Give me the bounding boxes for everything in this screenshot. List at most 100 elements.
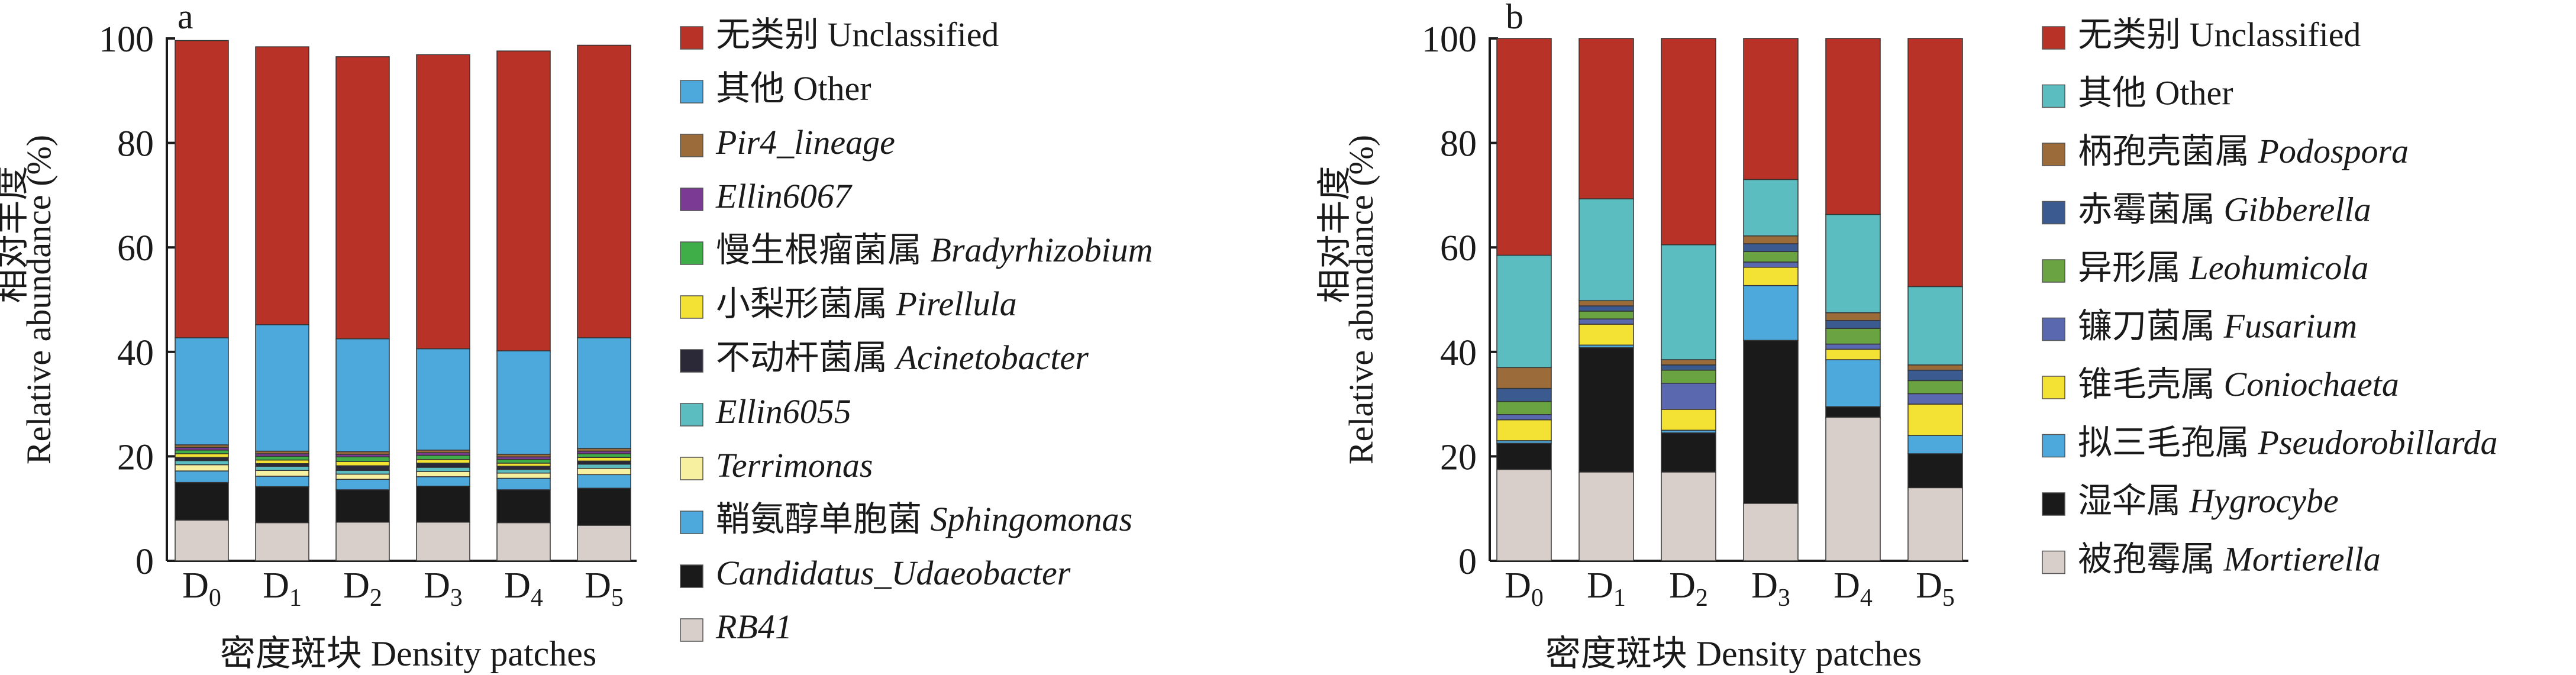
- legend-label-cn: 不动杆菌属: [716, 338, 896, 377]
- y-tick-label: 20: [1440, 437, 1477, 477]
- x-tick-subscript: 5: [1942, 584, 1955, 612]
- legend-label: 其他 Other: [2078, 74, 2233, 112]
- bar-segment: [255, 486, 309, 524]
- bar-segment: [1907, 286, 1963, 366]
- legend-swatch: [2042, 550, 2065, 574]
- legend-label-en: Pseudorobillarda: [2258, 424, 2498, 462]
- legend-label-cn: 鞘氨醇单胞菌: [716, 500, 931, 538]
- bar-segment: [496, 466, 551, 470]
- bar-segment: [255, 456, 309, 461]
- y-tick-label: 0: [135, 542, 154, 582]
- y-axis-label-cn: 相对丰度: [0, 166, 31, 303]
- bar-segment: [1907, 453, 1963, 489]
- legend-label: 无类别 Unclassified: [2078, 15, 2361, 54]
- bar-segment: [416, 467, 470, 472]
- legend-label-en: Ellin6067: [715, 177, 853, 215]
- bar-segment: [1743, 235, 1799, 244]
- x-tick-main: D: [182, 566, 209, 606]
- legend-swatch: [680, 349, 703, 373]
- bar-segment: [1907, 38, 1963, 288]
- x-tick-label: D4: [1833, 566, 1873, 612]
- bar-segment: [175, 482, 229, 521]
- bar-segment: [1907, 364, 1963, 371]
- bar-segment: [1578, 471, 1634, 561]
- legend-label-en: Other: [2155, 74, 2233, 112]
- x-axis-label: 密度斑块 Density patches: [1545, 634, 1922, 673]
- legend-swatch: [2042, 26, 2065, 50]
- panel-label: b: [1506, 0, 1523, 36]
- bar-segment: [577, 463, 631, 469]
- bar-segment: [175, 450, 229, 454]
- legend-swatch: [2042, 434, 2065, 458]
- bar-segment: [1825, 343, 1881, 350]
- bar-segment: [416, 458, 470, 464]
- legend-label: 湿伞属 Hygrocybe: [2078, 482, 2339, 520]
- bar-segment: [255, 46, 309, 325]
- x-tick-subscript: 0: [1531, 584, 1544, 612]
- legend-label-en: Coniochaeta: [2224, 365, 2399, 403]
- bar-segment: [496, 458, 551, 464]
- y-tick-label: 80: [117, 124, 154, 164]
- x-tick-label: D3: [1751, 566, 1790, 612]
- legend-label-en: RB41: [715, 608, 792, 646]
- x-tick-main: D: [1587, 566, 1613, 606]
- x-tick-label: D0: [1505, 566, 1544, 612]
- x-tick-main: D: [1916, 566, 1942, 606]
- x-tick-label: D1: [1587, 566, 1626, 612]
- legend-label-cn: 拟三毛孢属: [2078, 424, 2258, 462]
- legend-label-en: Candidatus_Udaeobacter: [716, 554, 1071, 592]
- y-axis-label-cn: 相对丰度: [1315, 166, 1354, 303]
- legend-label-en: Fusarium: [2223, 307, 2358, 345]
- x-tick-label: D4: [504, 566, 543, 612]
- x-tick-main: D: [1833, 566, 1860, 606]
- legend-label: 赤霉菌属 Gibberella: [2078, 190, 2371, 229]
- bar-segment: [1907, 369, 1963, 382]
- bar-segment: [416, 463, 470, 468]
- bar-segment: [1496, 387, 1552, 402]
- legend-label: 其他 Other: [716, 69, 871, 108]
- bar-segment: [416, 54, 470, 350]
- legend-swatch: [2042, 376, 2065, 399]
- bar-segment: [1661, 369, 1716, 384]
- legend-label: 锥毛壳属 Coniochaeta: [2078, 365, 2399, 403]
- y-tick-label: 60: [117, 228, 154, 269]
- bar-segment: [577, 525, 631, 561]
- x-tick-main: D: [424, 566, 450, 606]
- bar-segment: [1825, 406, 1881, 418]
- bar-segment: [1907, 435, 1963, 454]
- bar-segment: [1743, 251, 1799, 263]
- x-tick-main: D: [1505, 566, 1531, 606]
- x-tick-main: D: [343, 566, 370, 606]
- bar-segment: [577, 44, 631, 338]
- bar-segment: [335, 461, 390, 467]
- bar-segment: [175, 457, 229, 461]
- x-tick-label: D1: [263, 566, 302, 612]
- bar-segment: [496, 477, 551, 490]
- legend-label-en: Podospora: [2258, 132, 2409, 170]
- x-tick-subscript: 0: [209, 584, 221, 612]
- bar-segment: [335, 489, 390, 523]
- y-axis-label-en: Relative abundance (%): [20, 135, 58, 464]
- legend-label-en: Mortierella: [2223, 540, 2381, 579]
- x-tick-main: D: [585, 566, 611, 606]
- x-tick-main: D: [504, 566, 531, 606]
- legend-swatch: [2042, 492, 2065, 516]
- legend-label-en: Acinetobacter: [894, 338, 1089, 377]
- legend-label-cn: 镰刀菌属: [2078, 307, 2224, 345]
- y-tick-label: 100: [1422, 20, 1477, 60]
- legend-label-en: Leohumicola: [2189, 248, 2369, 287]
- legend-swatch: [2042, 259, 2065, 283]
- x-tick-label: D3: [424, 566, 463, 612]
- bar-segment: [577, 337, 631, 449]
- bar-segment: [1496, 38, 1552, 256]
- legend-label-cn: 其他: [716, 69, 793, 108]
- x-axis-label: 密度斑块 Density patches: [220, 634, 597, 673]
- legend-label: Ellin6055: [715, 392, 851, 431]
- legend-swatch: [680, 134, 703, 157]
- x-tick-main: D: [1669, 566, 1696, 606]
- y-tick-label: 100: [99, 20, 154, 60]
- legend-label: 拟三毛孢属 Pseudorobillarda: [2078, 424, 2497, 462]
- bar-segment: [255, 476, 309, 487]
- x-tick-subscript: 3: [450, 584, 463, 612]
- bar-segment: [496, 472, 551, 479]
